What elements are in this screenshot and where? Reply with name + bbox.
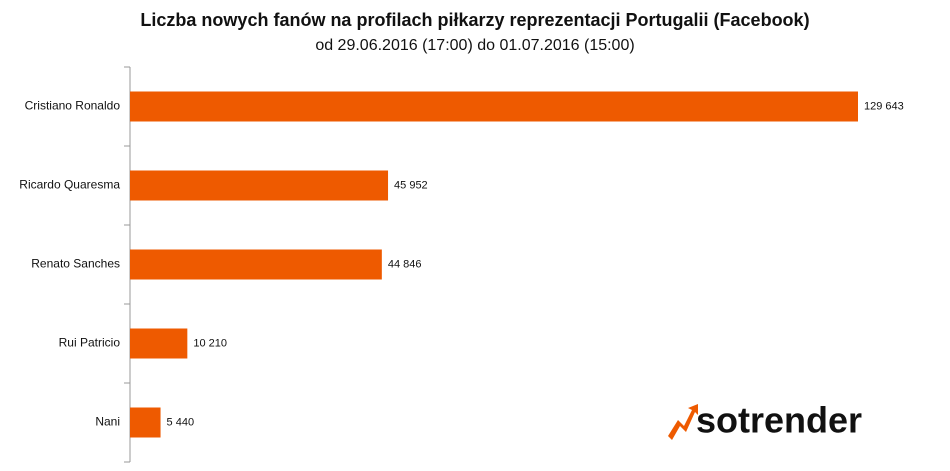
- bar: [130, 407, 161, 438]
- logo-text: sotrender: [696, 400, 862, 441]
- value-label: 5 440: [167, 416, 195, 428]
- category-label: Nani: [95, 415, 120, 429]
- bar: [130, 170, 389, 201]
- bar: [130, 249, 382, 280]
- category-label: Cristiano Ronaldo: [25, 99, 121, 113]
- logo: sotrender: [668, 400, 862, 441]
- value-label: 129 643: [864, 100, 904, 112]
- bar: [130, 91, 858, 122]
- value-label: 44 846: [388, 258, 422, 270]
- category-label: Rui Patricio: [59, 336, 121, 350]
- chart-title: Liczba nowych fanów na profilach piłkarz…: [140, 10, 809, 30]
- value-label: 10 210: [193, 337, 227, 349]
- chart-subtitle: od 29.06.2016 (17:00) do 01.07.2016 (15:…: [315, 37, 634, 54]
- bar: [130, 328, 188, 359]
- category-label: Ricardo Quaresma: [19, 178, 120, 192]
- logo-icon: [668, 404, 698, 440]
- value-label: 45 952: [394, 179, 428, 191]
- category-label: Renato Sanches: [31, 257, 120, 271]
